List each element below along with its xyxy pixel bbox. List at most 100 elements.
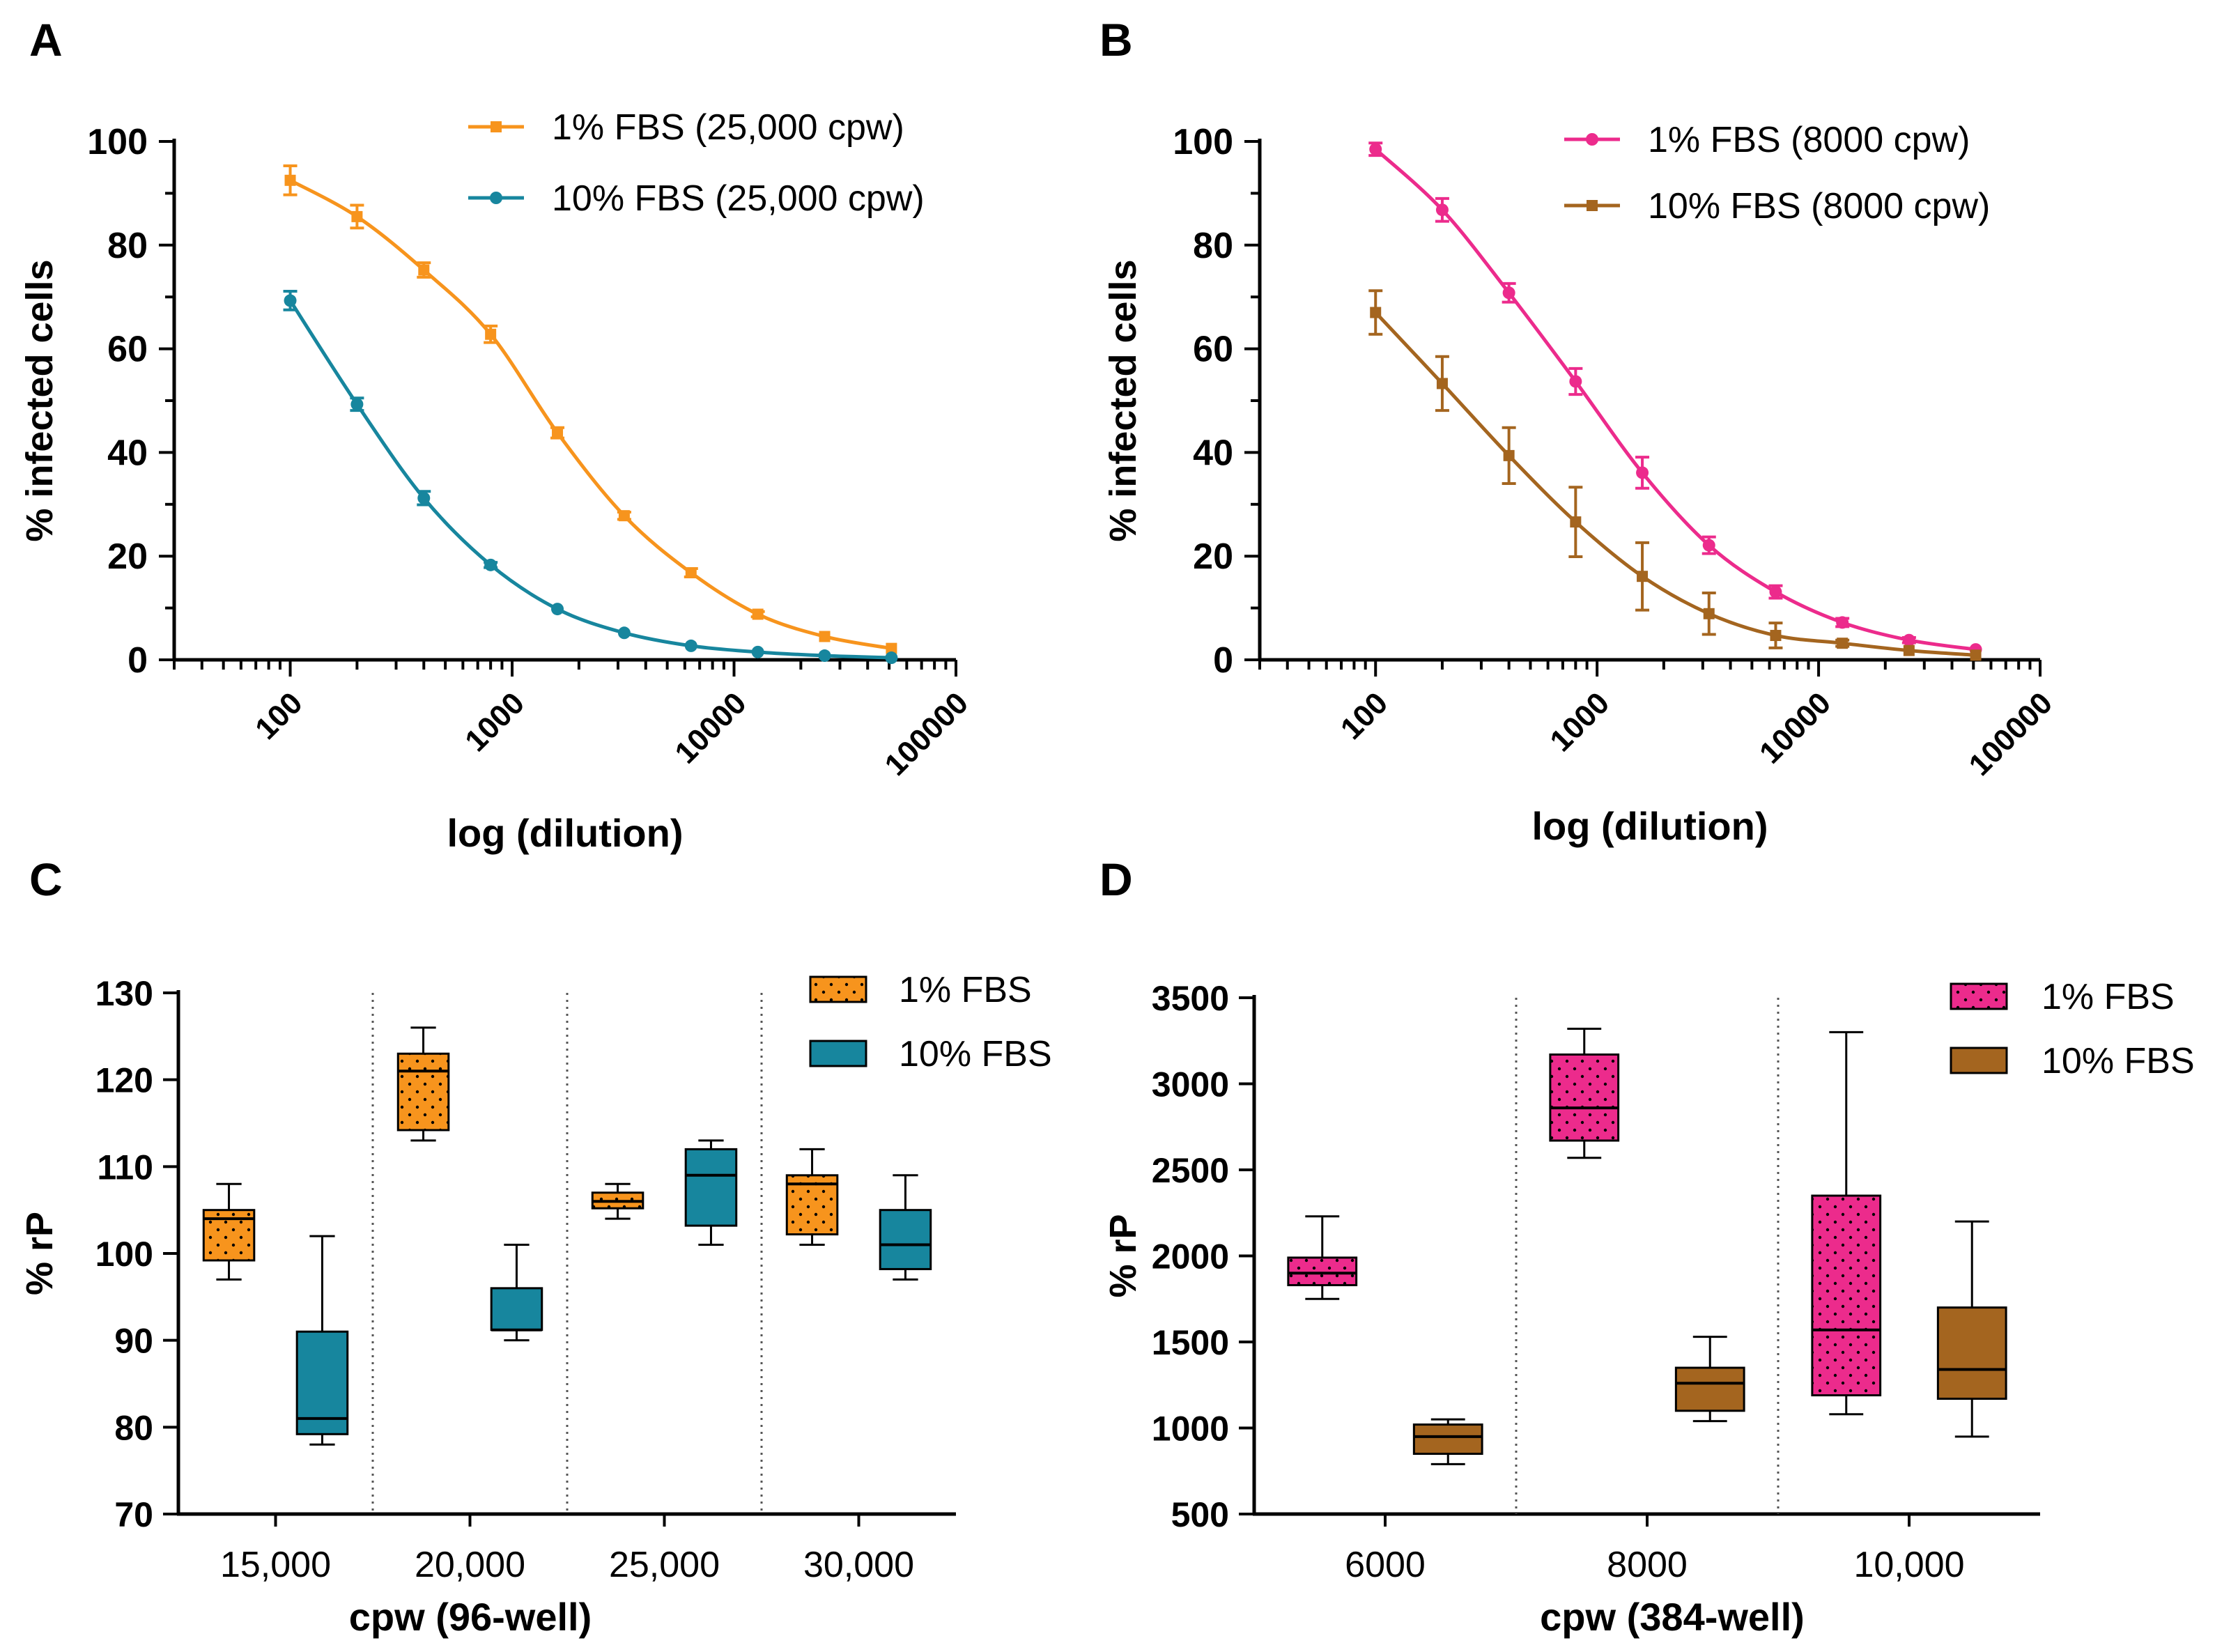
y-axis-title: % infected cells <box>19 259 61 541</box>
series-1: 10% FBS (25,000 cpw) <box>283 178 925 665</box>
y-tick-label: 110 <box>97 1148 153 1187</box>
y-tick-label: 1500 <box>1152 1323 1229 1362</box>
data-point <box>1836 616 1849 629</box>
y-tick-label: 3000 <box>1152 1065 1229 1104</box>
box-iqr <box>1936 1306 2007 1400</box>
data-point <box>618 510 630 522</box>
x-category-label: 10,000 <box>1853 1545 1964 1585</box>
panel-d-box-plot: 500 1000 1500 2000 2500 3000 3500 6000 8000 10,00… <box>1102 977 2195 1639</box>
x-category-label: 15,000 <box>220 1545 331 1585</box>
x-category-label: 25,000 <box>609 1545 720 1585</box>
series-1: 10% FBS <box>1412 1041 2195 1465</box>
series-1: 10% FBS (8000 cpw) <box>1368 186 1990 661</box>
box <box>396 1026 450 1142</box>
data-point <box>886 642 897 654</box>
box <box>202 1182 256 1281</box>
y-tick-label: 0 <box>1213 640 1233 681</box>
x-tick-label: 100000 <box>879 686 975 782</box>
y-tick-label: 80 <box>107 226 148 266</box>
y-tick-label: 500 <box>1171 1495 1229 1534</box>
legend-label: 10% FBS (25,000 cpw) <box>552 178 925 219</box>
y-tick-label: 60 <box>107 330 148 370</box>
data-point <box>417 491 431 504</box>
panel-label-d: D <box>1099 854 1133 905</box>
legend-marker <box>1587 200 1598 211</box>
box-iqr <box>1549 1053 1620 1142</box>
data-point <box>1837 638 1849 649</box>
box <box>1936 1220 2007 1438</box>
y-tick-label: 40 <box>107 433 148 473</box>
box-iqr <box>1412 1423 1483 1456</box>
legend-swatch <box>1950 982 2008 1010</box>
legend-label: 10% FBS <box>899 1034 1052 1074</box>
series-0: 1% FBS (8000 cpw) <box>1368 120 1982 656</box>
y-tick-label: 130 <box>95 974 153 1013</box>
x-category-label: 8000 <box>1607 1545 1688 1585</box>
data-point <box>752 608 764 620</box>
y-tick-label: 90 <box>114 1322 153 1361</box>
y-tick-label: 20 <box>1193 536 1233 577</box>
legend-label: 1% FBS (25,000 cpw) <box>552 107 904 148</box>
box-iqr <box>879 1209 932 1270</box>
box <box>490 1244 543 1342</box>
data-point <box>1703 608 1715 619</box>
y-tick-label: 120 <box>95 1061 153 1100</box>
legend-marker <box>1586 133 1598 146</box>
box-iqr <box>396 1052 450 1132</box>
series-0: 1% FBS <box>202 970 1032 1281</box>
y-tick-label: 70 <box>114 1495 153 1534</box>
legend-swatch <box>1950 1047 2008 1074</box>
y-tick-label: 100 <box>1173 122 1233 162</box>
data-point <box>1503 449 1515 461</box>
y-tick-label: 3500 <box>1152 979 1229 1018</box>
panel-a-dose-response-chart: 0 20 40 60 80 100 100 1000 10000 100000 % infected… <box>19 107 975 855</box>
series-1: 10% FBS <box>295 1034 1052 1446</box>
x-tick-label: 100 <box>1334 686 1395 746</box>
box-iqr <box>490 1287 543 1331</box>
data-point <box>284 174 296 186</box>
panel-b-dose-response-chart: 0 20 40 60 80 100 100 1000 10000 100000 % infected… <box>1102 120 2059 848</box>
x-tick-label: 100000 <box>1963 686 2059 782</box>
box <box>591 1182 645 1220</box>
box-iqr <box>684 1148 738 1227</box>
x-axis-title: cpw (384-well) <box>1540 1595 1805 1639</box>
x-category-label: 6000 <box>1345 1545 1426 1585</box>
data-point <box>1970 649 1982 661</box>
data-point <box>1436 378 1448 389</box>
legend-label: 1% FBS <box>2042 977 2175 1017</box>
x-tick-label: 1000 <box>1543 686 1616 758</box>
legend-marker <box>491 121 502 132</box>
box <box>1549 1027 1620 1159</box>
panel-c-box-plot: 70 80 90 100 110 120 130 15,000 20,000 25,000 30,0… <box>19 970 1052 1639</box>
x-axis-title: log (dilution) <box>1532 804 1768 848</box>
y-axis-title: % infected cells <box>1102 259 1144 541</box>
series-0: 1% FBS (25,000 cpw) <box>283 107 904 654</box>
y-tick-label: 80 <box>114 1408 153 1447</box>
series-line <box>289 178 892 651</box>
data-point <box>818 649 831 663</box>
y-tick-label: 0 <box>128 640 148 681</box>
data-point <box>484 558 497 571</box>
series-line <box>1374 148 1976 651</box>
x-axis-title: cpw (96-well) <box>349 1595 592 1639</box>
data-point <box>1637 571 1649 582</box>
legend-swatch <box>809 975 867 1003</box>
legend-label: 10% FBS (8000 cpw) <box>1648 186 1990 226</box>
data-point <box>1636 466 1649 479</box>
panel-label-a: A <box>29 14 63 65</box>
data-point <box>350 398 364 411</box>
y-tick-label: 40 <box>1193 433 1233 473</box>
panel-label-c: C <box>29 854 63 905</box>
y-tick-label: 20 <box>107 536 148 577</box>
legend-swatch <box>809 1040 867 1067</box>
box <box>1674 1336 1745 1423</box>
box <box>1287 1215 1358 1300</box>
box-iqr <box>1674 1366 1745 1412</box>
box-iqr <box>1811 1194 1882 1397</box>
x-axis-title: log (dilution) <box>447 811 684 855</box>
box-iqr <box>295 1330 349 1435</box>
data-point <box>685 567 697 579</box>
data-point <box>885 651 898 665</box>
box <box>684 1139 738 1246</box>
